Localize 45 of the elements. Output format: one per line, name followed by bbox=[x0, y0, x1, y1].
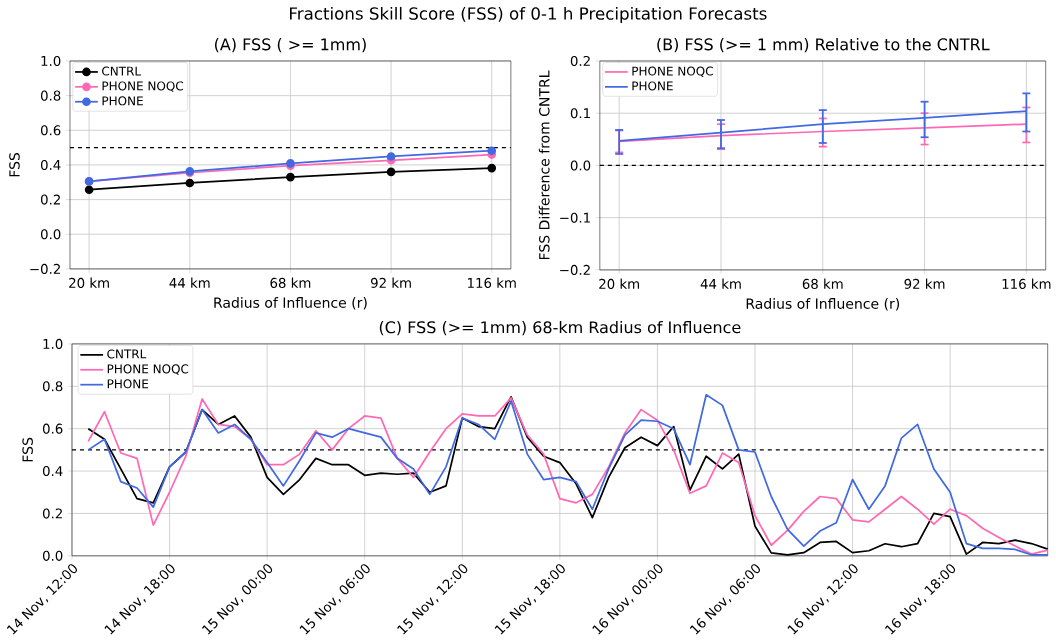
y-tick-label: 0.4 bbox=[40, 159, 61, 171]
legend-label: CNTRL bbox=[102, 66, 142, 76]
y-tick-label: −0.2 bbox=[560, 264, 590, 276]
y-tick-label: 1.0 bbox=[43, 338, 63, 350]
y-tick-label: 0.6 bbox=[42, 423, 63, 434]
y-tick-label: 0.0 bbox=[42, 550, 63, 561]
y-tick-label: 0.0 bbox=[40, 229, 61, 240]
x-tick-label: 68 km bbox=[270, 277, 311, 289]
legend-label: PHONE NOQC bbox=[632, 66, 713, 78]
y-tick-label: 0.8 bbox=[40, 90, 61, 101]
y-tick-label: 0.8 bbox=[42, 381, 63, 392]
x-tick-label: 92 km bbox=[904, 278, 945, 290]
legend-label: PHONE bbox=[102, 96, 143, 106]
legend-label: CNTRL bbox=[107, 349, 147, 359]
y-tick-label: −0.2 bbox=[30, 263, 60, 275]
x-axis-title: Radius of Influence (r) bbox=[214, 297, 367, 310]
x-tick-label: 68 km bbox=[802, 278, 843, 290]
x-axis-title: Radius of Influence (r) bbox=[746, 298, 900, 311]
chart-title: (C) FSS (>= 1mm) 68-km Radius of Influence bbox=[379, 321, 741, 336]
y-tick-label: 0.2 bbox=[570, 56, 590, 67]
y-tick-label: 0.2 bbox=[40, 194, 60, 205]
text: Fractions Skill Score (FSS) of 0-1 h Precipitation Forecasts bbox=[290, 7, 767, 24]
y-axis-title: FSS bbox=[22, 437, 33, 462]
x-tick-label: 116 km bbox=[468, 277, 516, 289]
x-tick-label: 116 km bbox=[1002, 278, 1051, 290]
y-axis-title: FSS Difference from CNTRL bbox=[538, 70, 550, 260]
x-tick-label: 92 km bbox=[370, 277, 411, 289]
y-tick-label: −0.1 bbox=[560, 212, 590, 223]
legend-label: PHONE bbox=[107, 379, 149, 389]
x-tick-label: 20 km bbox=[599, 278, 639, 290]
y-tick-label: 1.0 bbox=[41, 56, 61, 67]
legend-label: PHONE NOQC bbox=[107, 364, 189, 375]
y-tick-label: 0.2 bbox=[42, 508, 62, 519]
y-axis-title: FSS bbox=[9, 153, 20, 177]
x-tick-label: 20 km bbox=[69, 277, 109, 289]
y-tick-label: 0.0 bbox=[570, 160, 591, 171]
legend-label: PHONE bbox=[632, 81, 673, 91]
y-tick-label: 0.6 bbox=[40, 125, 61, 136]
legend-label: PHONE NOQC bbox=[102, 81, 184, 92]
x-tick-label: 44 km bbox=[700, 278, 741, 289]
x-tick-label: 44 km bbox=[169, 277, 210, 288]
chart-title: (A) FSS ( >= 1mm) bbox=[215, 38, 366, 53]
chart-title: (B) FSS (>= 1 mm) Relative to the CNTRL bbox=[657, 38, 990, 53]
y-tick-label: 0.1 bbox=[570, 108, 590, 119]
y-tick-label: 0.4 bbox=[42, 466, 63, 477]
